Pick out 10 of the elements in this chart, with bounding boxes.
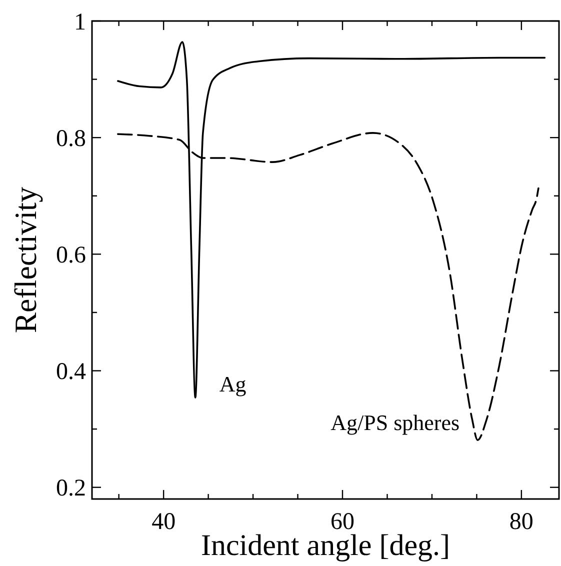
y-tick-label: 0.6 <box>56 242 86 269</box>
y-tick-label: 0.2 <box>56 476 86 502</box>
y-tick-label: 0.8 <box>56 126 86 152</box>
y-axis-title: Reflectivity <box>8 186 43 334</box>
x-tick-label: 80 <box>509 509 534 535</box>
y-tick-label: 1 <box>74 9 86 36</box>
series-label: Ag/PS spheres <box>330 410 460 436</box>
y-tick-label: 0.4 <box>56 359 86 386</box>
series-label: Ag <box>219 372 246 397</box>
x-tick-label: 40 <box>152 509 176 535</box>
